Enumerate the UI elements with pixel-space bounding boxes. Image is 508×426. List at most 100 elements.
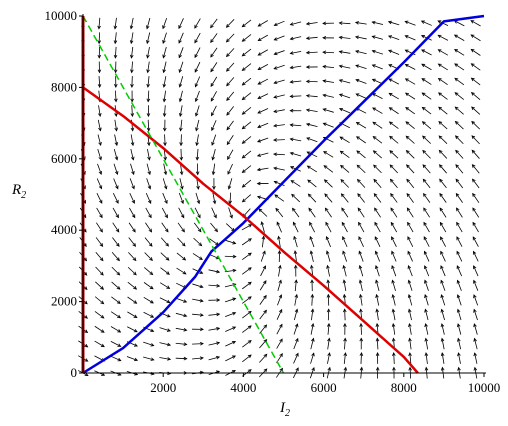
field-arrow (305, 50, 318, 55)
field-arrow (473, 279, 479, 291)
field-arrow (456, 207, 463, 218)
field-arrow (438, 135, 448, 144)
field-arrow (338, 107, 351, 114)
field-arrow (110, 355, 122, 362)
field-arrow (405, 106, 416, 115)
field-arrow (343, 352, 348, 364)
field-arrow (179, 178, 184, 190)
field-arrow (194, 207, 201, 219)
field-arrow (226, 106, 235, 116)
field-arrow (242, 339, 252, 348)
field-arrow (421, 78, 432, 85)
field-arrow (130, 163, 135, 176)
field-arrow (440, 265, 446, 277)
field-arrow (259, 280, 267, 291)
field-arrow (162, 47, 167, 59)
field-arrow (228, 192, 232, 205)
field-arrow (455, 149, 464, 159)
field-arrow (241, 136, 252, 144)
x-tick-label: 8000 (391, 380, 417, 395)
field-arrow (241, 238, 252, 246)
field-arrow (456, 308, 462, 321)
field-arrow (322, 50, 335, 55)
field-arrow (472, 221, 479, 233)
field-arrow (391, 293, 396, 306)
field-arrow (423, 250, 430, 262)
field-arrow (357, 193, 365, 203)
field-arrow (179, 119, 183, 132)
field-arrow (257, 20, 268, 27)
field-arrow (354, 21, 367, 25)
field-arrow (407, 250, 413, 262)
field-arrow (457, 352, 461, 364)
field-arrow (177, 222, 185, 233)
field-arrow (178, 76, 184, 88)
field-arrow (355, 78, 367, 84)
field-arrow (470, 20, 481, 27)
field-arrow (273, 123, 285, 128)
field-arrow (113, 163, 119, 176)
field-arrow (112, 222, 120, 233)
field-arrow (470, 34, 481, 42)
field-arrow (178, 90, 183, 103)
field-arrow (294, 293, 299, 306)
field-arrow (305, 79, 318, 84)
x-tick-label: 2000 (150, 380, 176, 395)
field-arrow (470, 63, 481, 71)
x-tick-label: 10000 (468, 380, 501, 395)
field-arrow (407, 279, 413, 291)
field-arrow (257, 78, 269, 85)
field-arrow (110, 340, 122, 347)
field-arrow (178, 32, 184, 44)
field-arrow (438, 121, 448, 130)
field-arrow (113, 32, 118, 45)
field-arrow (112, 237, 120, 247)
field-arrow (257, 49, 269, 56)
field-arrow (273, 180, 285, 187)
field-arrow (145, 207, 152, 219)
field-arrow (440, 250, 446, 262)
field-arrow (340, 164, 350, 173)
field-arrow (289, 65, 302, 70)
field-arrow (178, 192, 184, 205)
field-arrow (277, 250, 282, 262)
field-arrow (130, 105, 135, 118)
field-arrow (195, 192, 201, 205)
field-arrow (338, 93, 351, 99)
field-arrow (305, 122, 318, 128)
field-arrow (113, 178, 119, 190)
field-arrow (194, 61, 201, 73)
field-arrow (389, 135, 399, 144)
field-arrow (391, 236, 397, 247)
field-arrow (388, 107, 399, 115)
field-arrow (453, 20, 465, 27)
field-arrow (293, 337, 299, 350)
field-arrow (176, 252, 187, 261)
field-arrow (440, 308, 445, 321)
field-arrow (422, 164, 431, 174)
field-arrow (406, 192, 414, 203)
field-arrow (114, 90, 118, 103)
field-arrow (129, 17, 134, 30)
field-arrow (454, 49, 465, 56)
field-arrow (358, 236, 364, 248)
field-arrow (193, 222, 202, 233)
field-arrow (179, 134, 183, 147)
y-axis-label: R2 (11, 182, 26, 201)
field-arrow (208, 341, 221, 346)
field-arrow (128, 237, 137, 247)
field-arrow (143, 311, 155, 318)
field-arrow (143, 296, 154, 304)
y-axis-label-main: R (11, 182, 21, 198)
field-arrow (372, 150, 383, 159)
field-arrow (375, 279, 380, 291)
field-arrow (391, 264, 397, 277)
field-arrow (421, 63, 432, 71)
field-arrow (195, 119, 200, 132)
field-arrow (242, 281, 252, 290)
field-arrow (162, 76, 167, 88)
field-arrow (437, 34, 449, 41)
field-arrow (420, 20, 432, 26)
field-arrow (342, 250, 348, 262)
field-arrow (324, 207, 332, 218)
